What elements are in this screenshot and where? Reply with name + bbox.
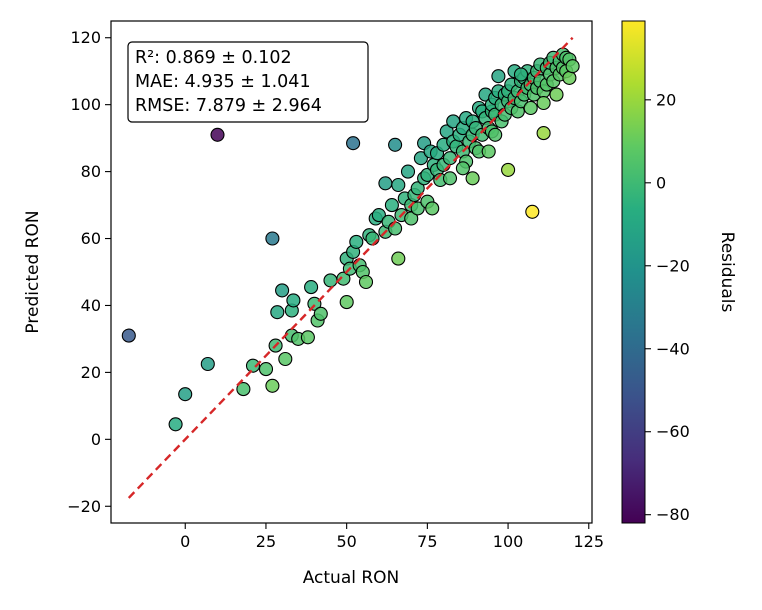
identity-line	[127, 36, 574, 499]
colorbar-tick-label: −40	[656, 339, 690, 358]
y-tick-label: 100	[70, 95, 101, 114]
scatter-point	[258, 362, 274, 377]
scatter-point	[339, 295, 354, 310]
scatter-point	[465, 171, 480, 186]
y-tick-label: −20	[67, 497, 101, 516]
scatter-point	[442, 171, 458, 186]
y-tick-label: 20	[81, 363, 101, 382]
scatter-point	[210, 127, 225, 142]
scatter-point	[349, 234, 364, 249]
plot-frame	[110, 20, 593, 524]
scatter-point	[523, 100, 538, 116]
scatter-point	[245, 358, 261, 373]
scatter-point	[391, 177, 406, 193]
scatter-point	[265, 231, 280, 246]
x-axis: 0 25 50 75 100 125	[180, 523, 604, 551]
y-tick-label: 120	[70, 28, 101, 47]
stats-rmse: RMSE: 7.879 ± 2.964	[135, 96, 322, 116]
scatter-point	[121, 328, 136, 343]
scatter-point	[168, 417, 183, 432]
scatter-point	[562, 70, 577, 85]
scatter-point	[278, 351, 293, 367]
scatter-point	[425, 201, 440, 216]
scatter-point	[388, 221, 403, 236]
scatter-point	[439, 124, 454, 139]
points-layer	[121, 47, 580, 432]
stats-r2: R²: 0.869 ± 0.102	[135, 48, 292, 68]
scatter-point	[265, 378, 280, 393]
scatter-point	[488, 127, 503, 142]
scatter-point	[371, 208, 386, 223]
stats-box-frame	[127, 41, 369, 123]
scatter-point	[275, 283, 290, 298]
scatter-point	[501, 162, 516, 177]
scatter-point	[300, 330, 315, 345]
x-tick-label: 50	[336, 532, 356, 551]
scatter-point	[446, 114, 461, 129]
scatter-point	[404, 211, 419, 226]
colorbar-tick-label: 0	[656, 173, 666, 192]
scatter-point	[400, 164, 416, 179]
colorbar	[621, 20, 646, 524]
scatter-point	[536, 126, 551, 141]
y-axis: −20 0 20 40 60 80 100 120	[67, 28, 111, 516]
colorbar-tick-label: −80	[656, 505, 690, 524]
scatter-point	[378, 176, 393, 191]
colorbar-axis: 20 0 −20 −40 −60 −80	[645, 90, 690, 524]
scatter-point	[549, 87, 564, 102]
stats-box: R²: 0.869 ± 0.102 MAE: 4.935 ± 1.041 RMS…	[127, 41, 369, 123]
y-tick-label: 60	[81, 229, 101, 248]
scatter-point	[270, 305, 285, 320]
scatter-point	[313, 306, 328, 321]
scatter-point	[481, 144, 496, 159]
y-axis-label: Predicted RON	[23, 210, 43, 333]
reference-line-layer	[127, 36, 574, 499]
scatter-point	[513, 67, 529, 82]
y-tick-label: 40	[81, 296, 101, 315]
scatter-point	[391, 251, 406, 266]
scatter-point	[286, 293, 301, 308]
scatter-point	[388, 137, 403, 152]
scatter-point	[384, 198, 399, 213]
y-tick-label: 80	[81, 162, 101, 181]
scatter-point	[200, 356, 215, 372]
scatter-point	[336, 271, 351, 286]
x-axis-label: Actual RON	[303, 568, 400, 588]
x-tick-label: 125	[573, 532, 604, 551]
colorbar-label: Residuals	[717, 232, 737, 313]
scatter-point	[410, 181, 425, 196]
scatter-point	[565, 59, 580, 74]
scatter-point	[365, 231, 380, 246]
scatter-point	[536, 95, 551, 111]
scatter-point	[346, 136, 361, 151]
scatter-point	[304, 280, 319, 295]
scatter-point	[442, 151, 458, 166]
scatter-point	[491, 69, 506, 84]
scatter-point	[323, 273, 338, 288]
stats-mae: MAE: 4.935 ± 1.041	[135, 72, 311, 92]
scatter-point	[178, 387, 193, 402]
y-tick-label: 0	[91, 430, 101, 449]
colorbar-tick-label: 20	[656, 90, 676, 109]
colorbar-tick-label: −20	[656, 256, 690, 275]
scatter-point	[525, 204, 540, 219]
scatter-point	[358, 274, 374, 290]
scatter-point	[236, 382, 251, 397]
scatter-point	[455, 161, 470, 176]
scatter-point	[410, 201, 425, 216]
x-tick-label: 0	[180, 532, 190, 551]
colorbar-tick-label: −60	[656, 422, 690, 441]
x-tick-label: 100	[493, 532, 524, 551]
scatter-point	[413, 151, 428, 166]
x-tick-label: 75	[417, 532, 437, 551]
x-tick-label: 25	[256, 532, 276, 551]
